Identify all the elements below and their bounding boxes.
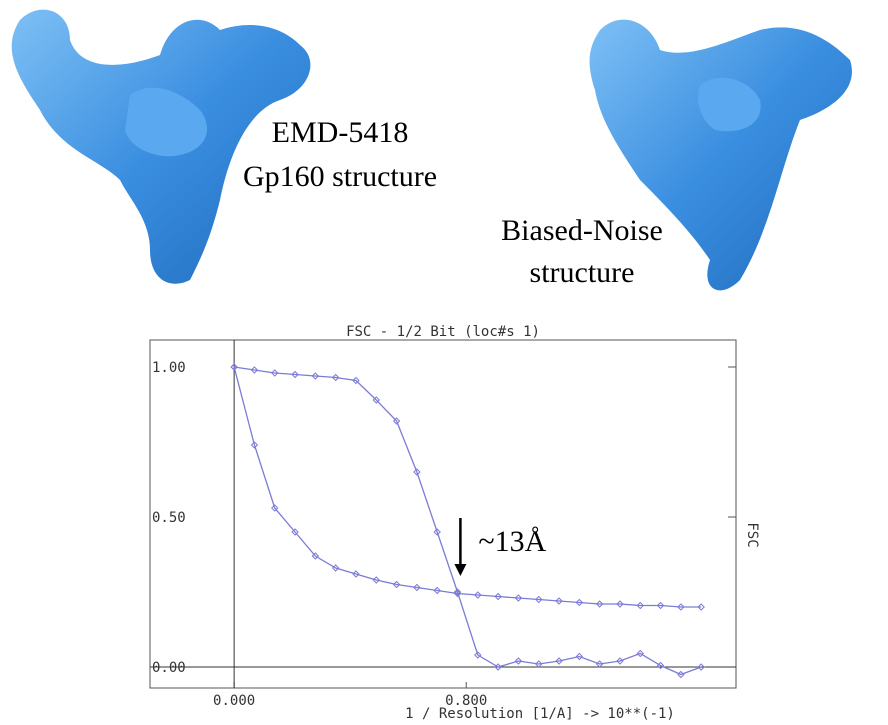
figure: EMD-5418 Gp160 structure Biased-Noise st… <box>0 0 888 725</box>
structure-label: structure <box>530 256 635 289</box>
structure-label: Biased-Noise <box>501 214 663 247</box>
y-tick-label: 1.00 <box>152 360 186 376</box>
structure-render-right <box>590 20 852 291</box>
annotation-arrow-head <box>454 564 466 576</box>
structure-render-left <box>12 10 311 284</box>
series-line <box>234 367 701 607</box>
y-tick-label: 0.00 <box>152 660 186 676</box>
y-axis-label: FSC <box>744 522 760 547</box>
x-tick-label: 0.800 <box>445 693 487 709</box>
x-tick-label: 0.000 <box>213 693 255 709</box>
plot-frame <box>150 340 736 688</box>
structure-label: Gp160 structure <box>243 160 437 193</box>
structure-label: EMD-5418 <box>272 116 409 149</box>
y-tick-label: 0.50 <box>152 510 186 526</box>
chart-title: FSC - 1/2 Bit (loc#s 1) <box>346 324 540 340</box>
annotation: ~13Å <box>478 525 546 558</box>
series-line <box>234 367 701 675</box>
